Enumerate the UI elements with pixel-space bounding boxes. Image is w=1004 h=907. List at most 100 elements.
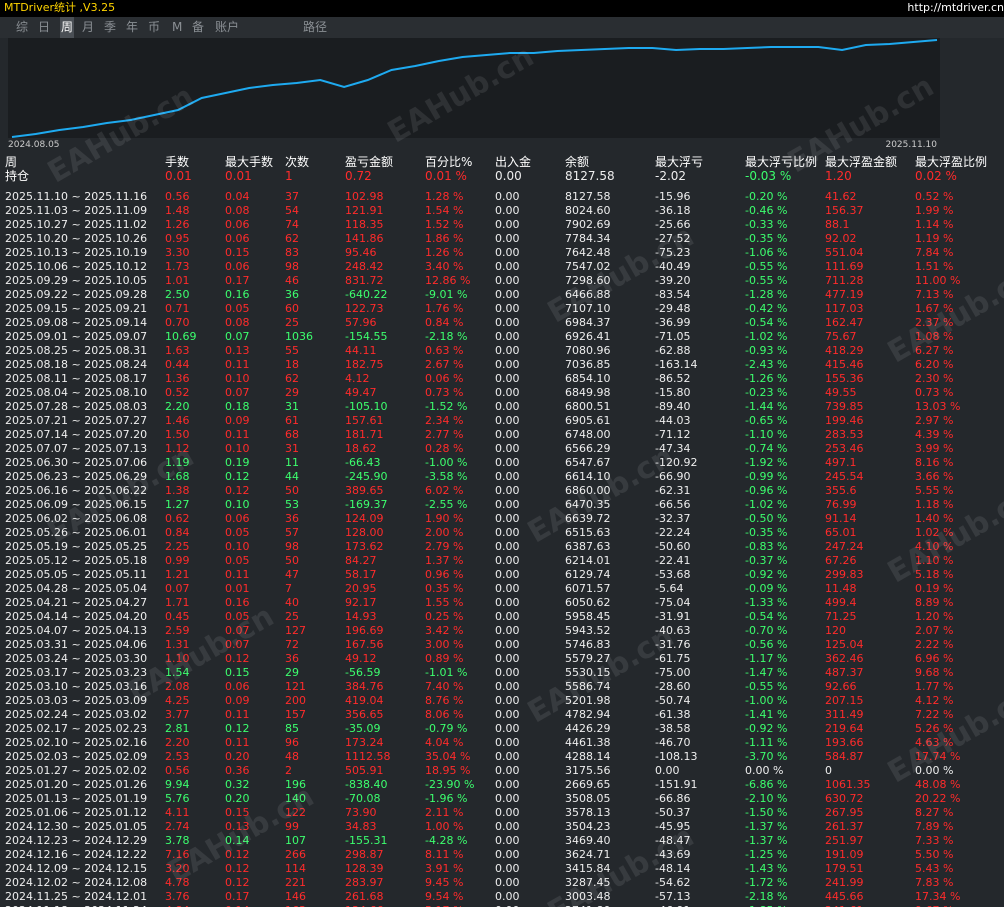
cell: 5201.98	[565, 694, 611, 708]
cell: -0.42 %	[745, 302, 787, 316]
tab[interactable]: 日	[38, 17, 50, 38]
cell: 0.20	[225, 750, 250, 764]
tab[interactable]: 备	[192, 17, 204, 38]
cell: -86.52	[655, 372, 690, 386]
cell: 1.48	[165, 204, 190, 218]
row-label: 2025.06.09 ~ 2025.06.15	[5, 498, 147, 512]
cell: 6639.72	[565, 512, 611, 526]
cell: 3.91 %	[425, 862, 463, 876]
cell: 2.34 %	[425, 414, 463, 428]
tab[interactable]: 路径	[303, 17, 327, 38]
cell: 0.00 %	[915, 764, 953, 778]
cell: 497.1	[825, 456, 857, 470]
tab[interactable]: 月	[82, 17, 94, 38]
cell: -38.58	[655, 722, 690, 736]
cell: -1.26 %	[745, 372, 787, 386]
cell: 253.46	[825, 442, 864, 456]
cell: 7.33 %	[915, 834, 953, 848]
cell: -0.65 %	[745, 414, 787, 428]
cell: 92.17	[345, 596, 377, 610]
cell: -1.72 %	[745, 876, 787, 890]
cell: 0.00	[495, 750, 520, 764]
cell: 47	[285, 568, 299, 582]
cell: -154.55	[345, 330, 387, 344]
cell: -40.63	[655, 624, 690, 638]
cell: 6860.00	[565, 484, 611, 498]
cell: 487.37	[825, 666, 864, 680]
cell: 2.25	[165, 540, 190, 554]
tab[interactable]: 季	[104, 17, 116, 38]
cell: -25.66	[655, 218, 690, 232]
cell: 9.68 %	[915, 666, 953, 680]
cell: 266	[285, 848, 306, 862]
cell: 1.68	[165, 470, 190, 484]
cell: 0.16	[225, 288, 250, 302]
app-title: MTDriver统计 ,V3.25	[4, 1, 115, 15]
cell: 49.55	[825, 386, 857, 400]
cell: 54	[285, 204, 299, 218]
cell: 0.13	[225, 344, 250, 358]
cell: -71.12	[655, 428, 690, 442]
cell: -1.92 %	[745, 456, 787, 470]
cell: 0.19	[225, 456, 250, 470]
url[interactable]: http://mtdriver.cn	[907, 1, 1004, 15]
cell: 1.99 %	[915, 204, 953, 218]
cell: 1.50	[165, 428, 190, 442]
row-label: 2025.07.21 ~ 2025.07.27	[5, 414, 147, 428]
row-label: 2025.01.20 ~ 2025.01.26	[5, 778, 147, 792]
cell: -0.35 %	[745, 232, 787, 246]
cell: -53.68	[655, 568, 690, 582]
cell: 0.00	[495, 778, 520, 792]
cell: 0.11	[225, 428, 250, 442]
cell: 1.19 %	[915, 232, 953, 246]
cell: 0.17	[225, 274, 250, 288]
cell: 2.59	[165, 624, 190, 638]
cell: 157.61	[345, 414, 384, 428]
cell: 0.00	[495, 806, 520, 820]
cell: 505.91	[345, 764, 384, 778]
tab[interactable]: 周	[60, 17, 74, 38]
cell: 0.63 %	[425, 344, 463, 358]
cell: 0.13	[225, 820, 250, 834]
cell: 1.26	[165, 218, 190, 232]
cell: -89.40	[655, 400, 690, 414]
row-label: 2025.06.16 ~ 2025.06.22	[5, 484, 147, 498]
tab[interactable]: 综	[16, 17, 28, 38]
cell: 356.65	[345, 708, 384, 722]
cell: 5746.83	[565, 638, 611, 652]
cell: 6566.29	[565, 442, 611, 456]
cell: -1.37 %	[745, 820, 787, 834]
cell: 219.64	[825, 722, 864, 736]
cell: 0.44	[165, 358, 190, 372]
cell: 1.51 %	[915, 260, 953, 274]
cell: 384.76	[345, 680, 384, 694]
tab[interactable]: 币	[148, 17, 160, 38]
cell: 4.63 %	[915, 736, 953, 750]
cell: 0.00	[495, 554, 520, 568]
cell: 0.00	[495, 442, 520, 456]
column-header: 次数	[285, 155, 309, 169]
title-bar: MTDriver统计 ,V3.25 http://mtdriver.cn	[0, 0, 1004, 17]
cell: 0.11	[225, 358, 250, 372]
cell: 0.00	[495, 568, 520, 582]
tab[interactable]: 账户	[215, 17, 239, 38]
cell: -62.88	[655, 344, 690, 358]
cell: 0.07	[225, 624, 250, 638]
cell: 1.20	[825, 169, 852, 183]
cell: 0.32	[225, 778, 250, 792]
cell: -1.02 %	[745, 330, 787, 344]
cell: -61.75	[655, 652, 690, 666]
row-label: 2025.04.14 ~ 2025.04.20	[5, 610, 147, 624]
cell: 0.00	[495, 582, 520, 596]
cell: -151.91	[655, 778, 697, 792]
tab[interactable]: M	[172, 17, 182, 38]
cell: 8127.58	[565, 190, 611, 204]
cell: 6.02 %	[425, 484, 463, 498]
cell: 7036.85	[565, 358, 611, 372]
cell: 0.12	[225, 848, 250, 862]
tab[interactable]: 年	[126, 17, 138, 38]
cell: 58.17	[345, 568, 377, 582]
cell: 3578.13	[565, 806, 611, 820]
cell: 419.04	[345, 694, 384, 708]
cell: 0.02 %	[915, 169, 957, 183]
